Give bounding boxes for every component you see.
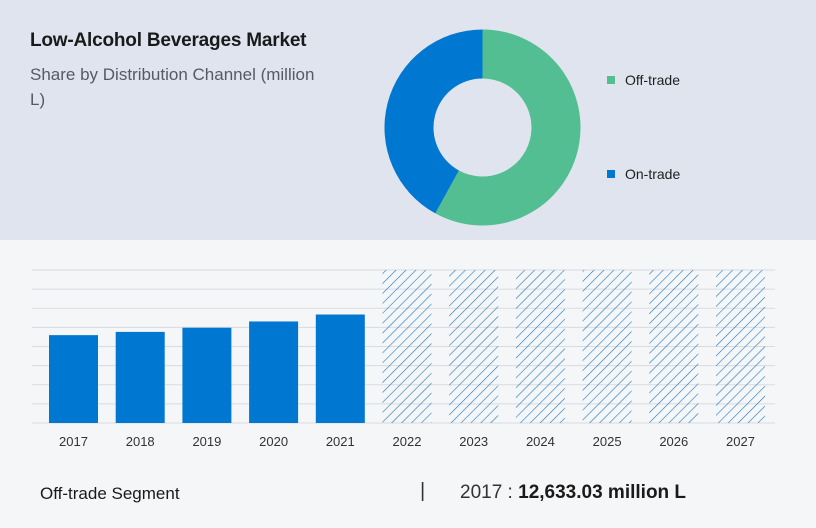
bar-forecast-2023 xyxy=(449,270,499,423)
donut-slice-on-trade xyxy=(384,29,483,214)
bar-forecast-2026 xyxy=(649,270,699,423)
bar-2017 xyxy=(49,335,98,423)
x-tick-label-2026: 2026 xyxy=(659,434,688,449)
donut-slice-off-trade xyxy=(435,29,581,226)
legend-swatch-on-trade xyxy=(607,170,615,178)
legend-label-on-trade: On-trade xyxy=(625,166,681,182)
x-tick-label-2027: 2027 xyxy=(726,434,755,449)
bar-chart: 2017 2018 2019 2020 2021 2022 2023 2024 2025 2026… xyxy=(32,269,775,449)
legend-label-off-trade: Off-trade xyxy=(625,72,680,88)
bar-forecast-2022 xyxy=(382,270,432,423)
segment-label: Off-trade Segment xyxy=(40,484,180,503)
footer-year: 2017 xyxy=(460,482,503,503)
bar-2018 xyxy=(115,331,165,423)
footer-amount: 12,633.03 million L xyxy=(518,482,687,503)
x-tick-label-2018: 2018 xyxy=(126,434,155,449)
x-tick-label-2025: 2025 xyxy=(593,434,622,449)
bar-2020 xyxy=(249,321,299,423)
bar-forecast-2025 xyxy=(582,270,632,423)
bar-forecast-2024 xyxy=(515,270,565,423)
legend-item-on-trade: On-trade xyxy=(607,166,680,182)
donut-chart xyxy=(384,29,581,226)
bar-2019 xyxy=(182,327,232,423)
chart-subtitle: Share by Distribution Channel (million L… xyxy=(30,65,315,109)
legend-item-off-trade: Off-trade xyxy=(607,72,680,88)
x-tick-label-2020: 2020 xyxy=(259,434,288,449)
footer-colon: : xyxy=(502,482,519,503)
footer-separator: | xyxy=(420,480,426,502)
footer-value: 2017 : 12,633.03 million L xyxy=(460,482,686,504)
x-tick-label-2021: 2021 xyxy=(326,434,355,449)
x-tick-label-2024: 2024 xyxy=(526,434,555,449)
x-tick-label-2022: 2022 xyxy=(393,434,422,449)
bar-2021 xyxy=(315,314,365,423)
bar-forecast-2027 xyxy=(716,270,765,423)
x-tick-label-2017: 2017 xyxy=(59,434,88,449)
page-title: Low-Alcohol Beverages Market xyxy=(30,30,307,51)
x-tick-label-2019: 2019 xyxy=(192,434,221,449)
legend-swatch-off-trade xyxy=(607,76,615,84)
x-tick-label-2023: 2023 xyxy=(459,434,488,449)
